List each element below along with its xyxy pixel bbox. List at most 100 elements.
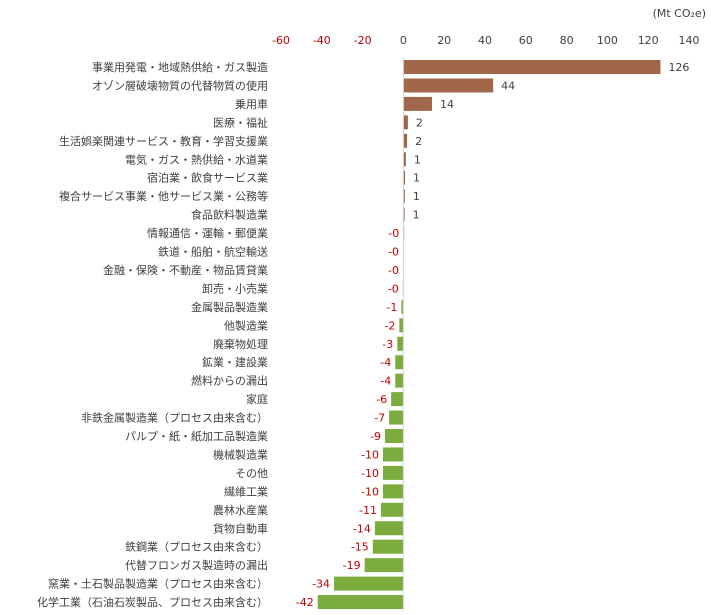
category-label: 事業用発電・地域熱供給・ガス製造 [92, 60, 268, 74]
bar [380, 502, 404, 517]
value-label: -9 [370, 430, 381, 443]
category-label: 家庭 [246, 392, 268, 406]
bar [403, 170, 406, 185]
unit-label: (Mt CO₂e) [653, 7, 706, 20]
value-label: 1 [413, 172, 420, 185]
x-tick-label: -60 [272, 34, 290, 47]
bar [372, 539, 404, 554]
x-tick-label: 60 [519, 34, 533, 47]
category-label: 鉱業・建設業 [202, 355, 268, 369]
value-label: -7 [374, 412, 385, 425]
x-tick-label: 100 [597, 34, 618, 47]
category-labels: 事業用発電・地域熱供給・ガス製造オゾン層破壊物質の代替物質の使用乗用車医療・福祉… [37, 60, 268, 609]
value-label: -15 [351, 541, 369, 554]
value-label: -4 [380, 356, 391, 369]
bar [383, 465, 404, 480]
value-label: -19 [343, 559, 361, 572]
bar [395, 373, 404, 388]
value-label: 1 [413, 209, 420, 222]
value-label: 126 [668, 61, 689, 74]
x-tick-label: 80 [560, 34, 574, 47]
x-tick-label: 140 [679, 34, 700, 47]
category-label: 宿泊業・飲食サービス業 [147, 171, 268, 185]
bar [385, 429, 404, 443]
category-label: オゾン層破壊物質の代替物質の使用 [92, 78, 268, 92]
bar [374, 521, 404, 536]
category-label: 生活娯楽関連サービス・教育・学習支援業 [59, 134, 268, 148]
bar [403, 60, 661, 74]
x-tick-label: 0 [400, 34, 407, 47]
value-label: -6 [376, 393, 387, 406]
bar [334, 576, 404, 591]
category-label: 複合サービス事業・他サービス業・公務等 [59, 189, 268, 203]
category-label: その他 [235, 467, 268, 480]
value-label: -2 [384, 319, 395, 332]
value-label: -34 [312, 578, 330, 591]
bar [391, 392, 404, 407]
x-tick-label: -40 [313, 34, 331, 47]
category-label: 廃棄物処理 [213, 337, 268, 351]
bars [317, 60, 661, 610]
bar [403, 115, 408, 130]
bar [395, 355, 404, 370]
bar [401, 299, 404, 314]
value-label: -10 [361, 448, 379, 461]
category-label: 窯業・土石製品製造業（プロセス由来含む） [48, 577, 268, 591]
category-label: 繊維工業 [224, 485, 268, 498]
category-label: 鉄道・船舶・航空輸送 [158, 245, 268, 259]
value-label: 2 [415, 135, 422, 148]
value-label: -10 [361, 467, 379, 480]
value-label: -14 [353, 522, 371, 535]
value-label: -11 [359, 504, 377, 517]
bar [403, 189, 405, 204]
category-label: 金属製品製造業 [191, 300, 268, 314]
value-label: -3 [382, 338, 393, 351]
bar [389, 410, 404, 425]
category-label: 貨物自動車 [213, 521, 268, 535]
bar [397, 336, 404, 351]
value-label: -10 [361, 485, 379, 498]
value-label: 44 [501, 79, 515, 92]
value-label: -4 [380, 375, 391, 388]
bar [399, 318, 404, 333]
category-label: 電気・ガス・熱供給・水道業 [125, 152, 268, 166]
category-label: 金融・保険・不動産・物品賃貸業 [103, 263, 268, 277]
category-label: 農林水産業 [213, 503, 268, 517]
x-tick-label: 40 [478, 34, 492, 47]
value-label: 2 [416, 116, 423, 129]
value-labels: 126 44 14 2 2 1 1 1 1 -0 -0 -0 -0 -1 -2 -3 -4 -4 -6 -7 -9 -10… [296, 61, 690, 609]
bar [403, 133, 408, 148]
bar [364, 558, 404, 573]
category-label: 卸売・小売業 [202, 281, 268, 295]
bar [403, 96, 432, 111]
bar [383, 484, 404, 499]
bar [403, 207, 405, 222]
bar [403, 152, 406, 167]
category-label: 機械製造業 [213, 447, 268, 461]
category-label: 情報通信・運輸・郵便業 [147, 226, 268, 240]
value-label: -0 [388, 264, 399, 277]
value-label: -0 [388, 246, 399, 259]
category-label: パルプ・紙・紙加工品製造業 [125, 429, 268, 443]
value-label: 1 [414, 153, 421, 166]
category-label: 代替フロンガス製造時の漏出 [125, 558, 268, 572]
category-label: 他製造業 [224, 318, 268, 332]
bar [317, 595, 404, 610]
category-label: 燃料からの漏出 [191, 374, 268, 388]
value-label: -42 [296, 596, 314, 609]
category-label: 化学工業（石油石炭製品、プロセス由来含む） [37, 595, 268, 609]
category-label: 食品飲料製造業 [191, 208, 268, 222]
category-label: 乗用車 [235, 97, 268, 111]
category-label: 鉄鋼業（プロセス由来含む） [125, 540, 268, 554]
value-label: -1 [386, 301, 397, 314]
x-tick-label: 20 [437, 34, 451, 47]
x-tick-label: -20 [354, 34, 372, 47]
category-label: 非鉄金属製造業（プロセス由来含む） [81, 411, 268, 425]
category-label: 医療・福祉 [213, 115, 268, 129]
value-label: -0 [388, 227, 399, 240]
x-axis-ticks: -60 -40 -20 0 20 40 60 80 100 120 140 [272, 34, 699, 47]
value-label: 1 [413, 190, 420, 203]
value-label: 14 [440, 98, 454, 111]
